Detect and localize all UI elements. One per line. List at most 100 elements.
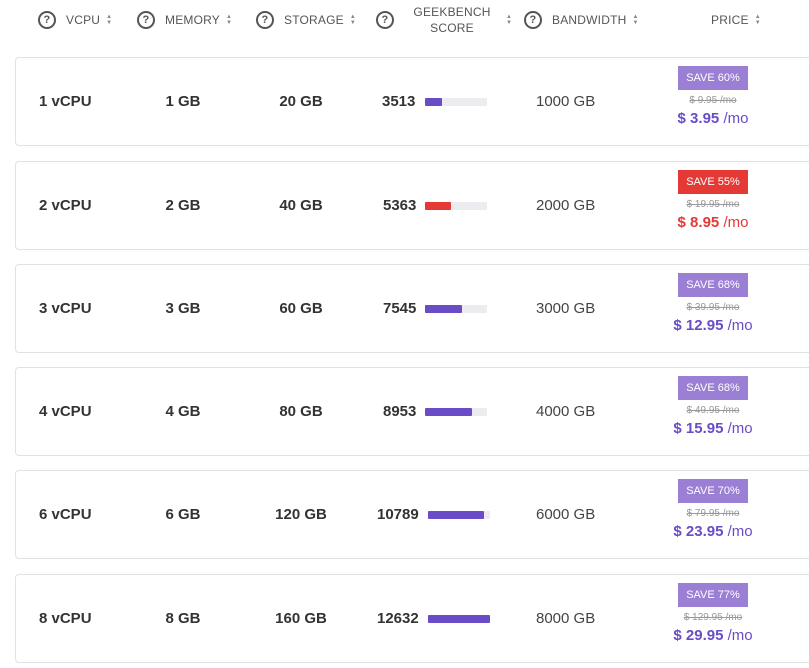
header-bandwidth[interactable]: ? BANDWIDTH ▲ ▼ (524, 0, 639, 40)
plan-storage: 20 GB (279, 93, 323, 110)
geekbench-bar (428, 511, 490, 519)
geekbench-bar (425, 98, 487, 106)
current-price: $ 15.95 /mo (673, 418, 752, 440)
help-icon[interactable]: ? (38, 11, 56, 29)
table-header: ? VCPU ▲ ▼ ? MEMORY ▲ ▼ ? STORAGE ▲ ▼ ? GEE… (0, 0, 809, 40)
old-price: $ 39.95 /mo (686, 302, 740, 313)
header-memory[interactable]: ? MEMORY ▲ ▼ (137, 0, 232, 40)
plan-row[interactable]: 3 vCPU 3 GB 60 GB 7545 3000 GB SAVE 68% $ 39.9… (15, 264, 809, 353)
plan-row[interactable]: 2 vCPU 2 GB 40 GB 5363 2000 GB SAVE 55% $ 19.9… (15, 161, 809, 250)
plan-geekbench-score: 7545 (383, 300, 417, 317)
plan-price[interactable]: SAVE 60% $ 9.95 /mo $ 3.95 /mo (648, 66, 778, 138)
geekbench-bar-fill (428, 615, 490, 623)
plan-bandwidth: 1000 GB (536, 93, 596, 110)
save-badge: SAVE 60% (678, 66, 748, 90)
sort-icon[interactable]: ▲ ▼ (506, 14, 513, 26)
plan-row[interactable]: 8 vCPU 8 GB 160 GB 12632 8000 GB SAVE 77% $ 12… (15, 574, 809, 663)
plan-row[interactable]: 6 vCPU 6 GB 120 GB 10789 6000 GB SAVE 70% $ 79… (15, 470, 809, 559)
header-price-label: PRICE (711, 13, 749, 27)
plan-price[interactable]: SAVE 55% $ 19.95 /mo $ 8.95 /mo (648, 170, 778, 242)
help-icon[interactable]: ? (524, 11, 542, 29)
current-price-amount: $ 3.95 (677, 110, 720, 127)
sort-icon[interactable]: ▲ ▼ (754, 14, 761, 26)
plan-geekbench-score: 8953 (383, 403, 417, 420)
plan-memory: 6 GB (165, 506, 201, 523)
sort-icon[interactable]: ▲ ▼ (632, 14, 639, 26)
plan-vcpu: 2 vCPU (39, 197, 92, 214)
price-period: /mo (727, 317, 753, 334)
current-price-amount: $ 8.95 (677, 214, 720, 231)
plan-memory: 4 GB (165, 403, 201, 420)
geekbench-bar-fill (425, 408, 472, 416)
geekbench-bar-fill (428, 511, 484, 519)
header-storage-label: STORAGE (284, 13, 344, 27)
save-badge: SAVE 70% (678, 479, 748, 503)
header-storage[interactable]: ? STORAGE ▲ ▼ (256, 0, 356, 40)
current-price-amount: $ 15.95 (673, 420, 724, 437)
plan-row[interactable]: 4 vCPU 4 GB 80 GB 8953 4000 GB SAVE 68% $ 49.9… (15, 367, 809, 456)
plan-bandwidth: 4000 GB (536, 403, 596, 420)
geekbench-bar (425, 202, 487, 210)
sort-icon[interactable]: ▲ ▼ (106, 14, 113, 26)
help-icon[interactable]: ? (256, 11, 274, 29)
plan-bandwidth: 6000 GB (536, 506, 596, 523)
help-icon[interactable]: ? (137, 11, 155, 29)
plan-storage: 60 GB (279, 300, 323, 317)
geekbench-bar (425, 408, 487, 416)
sort-icon[interactable]: ▲ ▼ (349, 14, 356, 26)
old-price: $ 9.95 /mo (689, 95, 737, 106)
current-price-amount: $ 29.95 (673, 627, 724, 644)
old-price: $ 49.95 /mo (686, 405, 740, 416)
header-bandwidth-label: BANDWIDTH (552, 13, 627, 27)
sort-icon[interactable]: ▲ ▼ (225, 14, 233, 26)
plan-price[interactable]: SAVE 70% $ 79.95 /mo $ 23.95 /mo (648, 479, 778, 551)
plan-vcpu: 1 vCPU (39, 93, 92, 110)
header-price[interactable]: PRICE ▲ ▼ (711, 0, 761, 40)
save-badge: SAVE 68% (678, 376, 748, 400)
geekbench-bar-fill (425, 305, 462, 313)
price-period: /mo (723, 110, 749, 127)
plan-row[interactable]: 1 vCPU 1 GB 20 GB 3513 1000 GB SAVE 60% $ 9.95… (15, 57, 809, 146)
plan-vcpu: 6 vCPU (39, 506, 92, 523)
plan-storage: 40 GB (279, 197, 323, 214)
plan-memory: 8 GB (165, 610, 201, 627)
plan-geekbench-score: 3513 (382, 93, 416, 110)
plan-storage: 80 GB (279, 403, 323, 420)
plan-bandwidth: 8000 GB (536, 610, 596, 627)
header-vcpu[interactable]: ? VCPU ▲ ▼ (38, 0, 112, 40)
plan-geekbench-score: 12632 (377, 610, 419, 627)
plan-price[interactable]: SAVE 77% $ 129.95 /mo $ 29.95 /mo (648, 583, 778, 655)
header-geekbench[interactable]: ? GEEKBENCH SCORE ▲ ▼ (376, 0, 512, 40)
plan-bandwidth: 3000 GB (536, 300, 596, 317)
plan-bandwidth: 2000 GB (536, 197, 596, 214)
header-memory-label: MEMORY (165, 13, 220, 27)
price-period: /mo (723, 214, 749, 231)
plan-vcpu: 4 vCPU (39, 403, 92, 420)
plan-storage: 160 GB (275, 610, 327, 627)
geekbench-bar-fill (425, 202, 451, 210)
current-price: $ 12.95 /mo (673, 315, 752, 337)
header-vcpu-label: VCPU (66, 13, 101, 27)
old-price: $ 129.95 /mo (683, 612, 743, 623)
plan-storage: 120 GB (275, 506, 327, 523)
current-price: $ 29.95 /mo (673, 625, 752, 647)
current-price: $ 23.95 /mo (673, 521, 752, 543)
old-price: $ 79.95 /mo (686, 508, 740, 519)
current-price-amount: $ 12.95 (673, 317, 724, 334)
plan-geekbench-score: 10789 (377, 506, 419, 523)
plan-vcpu: 8 vCPU (39, 610, 92, 627)
plan-price[interactable]: SAVE 68% $ 39.95 /mo $ 12.95 /mo (648, 273, 778, 345)
save-badge: SAVE 77% (678, 583, 748, 607)
plan-price[interactable]: SAVE 68% $ 49.95 /mo $ 15.95 /mo (648, 376, 778, 448)
plan-geekbench-score: 5363 (383, 197, 417, 214)
price-period: /mo (727, 523, 753, 540)
header-geekbench-label: GEEKBENCH SCORE (413, 5, 491, 35)
plan-memory: 2 GB (165, 197, 201, 214)
current-price: $ 3.95 /mo (678, 108, 749, 130)
price-period: /mo (727, 420, 753, 437)
plan-memory: 3 GB (165, 300, 201, 317)
help-icon[interactable]: ? (376, 11, 394, 29)
save-badge: SAVE 55% (678, 170, 748, 194)
geekbench-bar-fill (425, 98, 442, 106)
price-period: /mo (727, 627, 753, 644)
